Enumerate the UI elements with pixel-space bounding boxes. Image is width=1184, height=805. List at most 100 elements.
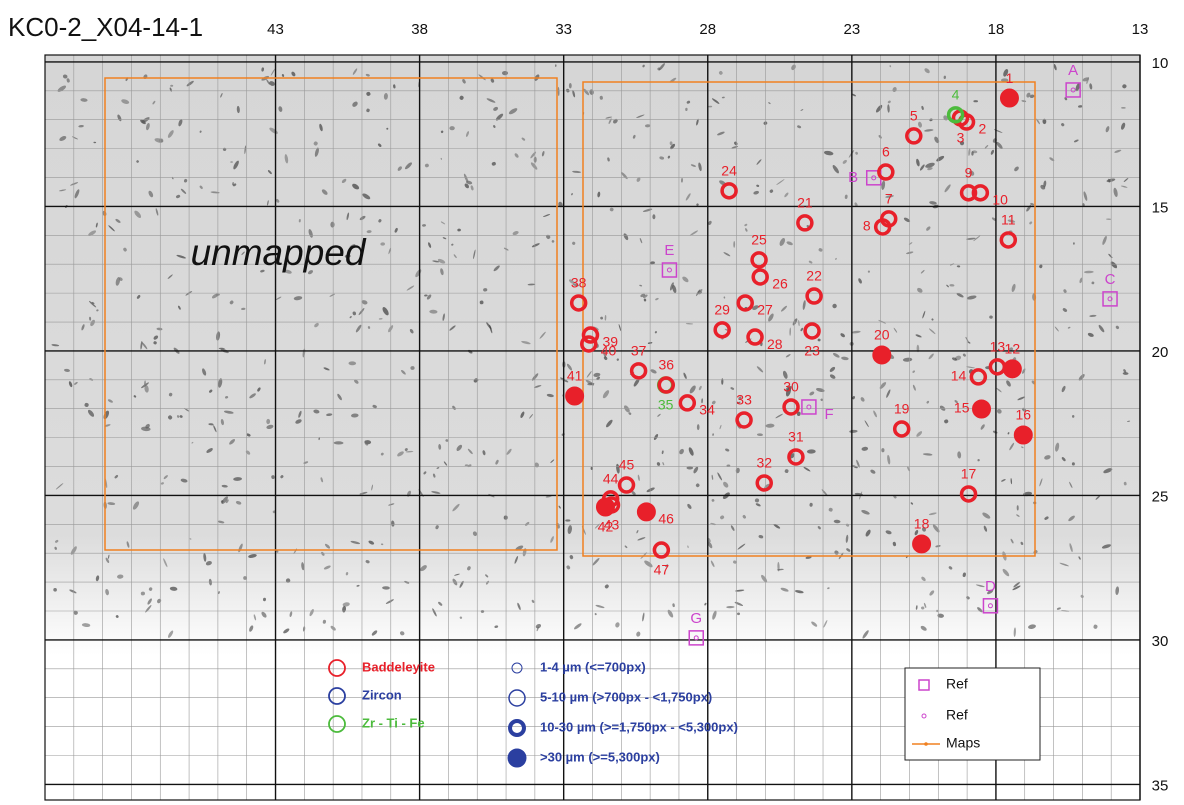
- legend-symbol: [510, 721, 524, 735]
- legend-label: >30 µm (>=5,300px): [540, 749, 660, 764]
- x-tick-label: 18: [988, 21, 1005, 38]
- legend-label: 1-4 µm (<=700px): [540, 659, 646, 674]
- speck: [1072, 415, 1074, 418]
- legend-label: Maps: [946, 735, 980, 751]
- grain-label: 21: [797, 195, 813, 211]
- speck: [973, 100, 978, 102]
- grain-label: 11: [1001, 212, 1016, 228]
- grain-label: 46: [658, 511, 674, 527]
- grain-label: 25: [751, 232, 767, 248]
- grain-label: 36: [658, 357, 674, 373]
- grain-label: 2: [979, 121, 987, 137]
- grain-label: 5: [910, 108, 918, 124]
- unmapped-label: unmapped: [191, 232, 367, 273]
- x-tick-label: 43: [267, 21, 284, 38]
- legend-symbol: [329, 688, 345, 704]
- legend-symbol: [924, 742, 928, 746]
- speck: [449, 126, 454, 130]
- legend-label: Ref: [946, 707, 968, 723]
- grain-label: 34: [699, 402, 715, 418]
- x-tick-label: 33: [555, 21, 572, 38]
- legend-label: 5-10 µm (>700px - <1,750px): [540, 689, 712, 704]
- grain-label: 10: [992, 192, 1008, 208]
- y-tick-label: 15: [1152, 199, 1169, 216]
- legend-symbol: [329, 660, 345, 676]
- legend: Baddeleyite Zircon Zr - Ti - Fe 1-4 µm (<=7…: [329, 659, 1040, 767]
- grain-label: 44: [603, 471, 619, 487]
- x-tick-label: 38: [411, 21, 428, 38]
- grain-label: 13: [990, 339, 1006, 355]
- grain-label: 1: [1006, 70, 1014, 86]
- grain-label: 40: [601, 343, 617, 359]
- speck: [565, 519, 570, 521]
- grain-label: 23: [804, 343, 820, 359]
- speck: [697, 424, 700, 430]
- y-tick-label: 30: [1152, 633, 1169, 650]
- title: KC0-2_X04-14-1: [8, 12, 203, 42]
- map: 43383328231813101520253035 KC0-2_X04-14-…: [0, 0, 1184, 805]
- legend-symbol: [329, 716, 345, 732]
- legend-label: Zr - Ti - Fe: [362, 715, 425, 730]
- legend-symbol: [509, 690, 525, 706]
- grain-marker: [566, 387, 584, 405]
- legend-label: Baddeleyite: [362, 659, 435, 674]
- legend-symbol: [508, 749, 526, 767]
- x-tick-label: 28: [699, 21, 716, 38]
- grain-label: 26: [772, 276, 788, 292]
- grain-marker: [1000, 89, 1018, 107]
- grain-label: 30: [783, 379, 799, 395]
- ref-label: F: [825, 406, 834, 423]
- legend-label: Ref: [946, 676, 968, 692]
- ref-label: A: [1068, 62, 1078, 79]
- page: {"title": "KC0-2_X04-14-1", "annotation"…: [0, 0, 1184, 805]
- grain-label: 32: [756, 455, 772, 471]
- speck: [502, 71, 508, 75]
- grain-marker: [1003, 360, 1021, 378]
- grain-label: 24: [721, 163, 737, 179]
- legend-symbol: [512, 663, 522, 673]
- speck: [386, 128, 388, 130]
- grain-label: 20: [874, 327, 890, 343]
- grain-label: 41: [567, 368, 583, 384]
- speck: [569, 83, 572, 88]
- y-tick-label: 20: [1152, 344, 1169, 361]
- grain-label: 35: [658, 397, 674, 413]
- ref-label: D: [985, 578, 996, 595]
- grain-label: 33: [736, 392, 752, 408]
- grain-marker: [973, 400, 991, 418]
- grain-label: 22: [806, 268, 822, 284]
- grain-label: 15: [954, 400, 970, 416]
- grain-label: 3: [957, 130, 965, 146]
- grain-label: 28: [767, 336, 783, 352]
- grain-label: 43: [604, 517, 620, 533]
- grain-marker: [913, 535, 931, 553]
- grain-label: 9: [965, 165, 973, 181]
- y-tick-label: 25: [1152, 488, 1169, 505]
- grain-label: 6: [882, 144, 890, 160]
- grain-label: 19: [894, 401, 910, 417]
- ref-label: E: [664, 242, 674, 259]
- grain-label: 31: [788, 429, 804, 445]
- grain-marker: [873, 346, 891, 364]
- legend-label: 10-30 µm (>=1,750px - <5,300px): [540, 719, 738, 734]
- grain-marker: [1014, 426, 1032, 444]
- grain-label: 37: [631, 343, 647, 359]
- grain-label: 8: [863, 218, 871, 234]
- ref-label: B: [848, 169, 858, 186]
- grain-label: 4: [952, 87, 960, 103]
- grain-label: 18: [914, 516, 930, 532]
- grain-label: 29: [714, 302, 730, 318]
- x-tick-label: 23: [843, 21, 860, 38]
- grain-label: 12: [1005, 341, 1021, 357]
- speck: [330, 222, 334, 228]
- x-tick-label: 13: [1132, 21, 1149, 38]
- grain-label: 47: [654, 562, 670, 578]
- grain-label: 7: [885, 191, 893, 207]
- grain-label: 16: [1016, 407, 1032, 423]
- ref-label: G: [690, 610, 702, 627]
- legend-label: Zircon: [362, 687, 402, 702]
- grain-label: 38: [571, 275, 587, 291]
- y-tick-label: 10: [1152, 55, 1169, 72]
- grain-marker: [637, 503, 655, 521]
- grain-label: 45: [619, 457, 635, 473]
